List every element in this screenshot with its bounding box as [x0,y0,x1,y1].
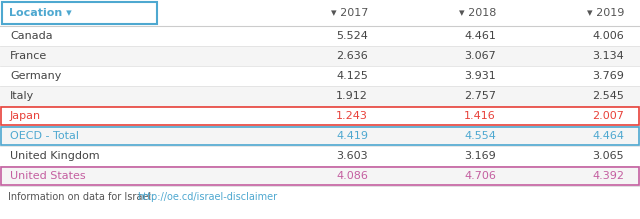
Text: 1.416: 1.416 [464,111,496,121]
Text: United Kingdom: United Kingdom [10,151,100,161]
Text: 3.067: 3.067 [464,51,496,61]
Text: Canada: Canada [10,31,52,41]
Text: United States: United States [10,171,86,181]
Text: 3.169: 3.169 [464,151,496,161]
Text: 2.757: 2.757 [464,91,496,101]
Bar [0,26,640,46]
Text: ▾ 2019: ▾ 2019 [587,8,624,18]
Text: 2.007: 2.007 [592,111,624,121]
Text: 4.006: 4.006 [592,31,624,41]
Text: Location ▾: Location ▾ [9,8,72,18]
Text: Information on data for Israel:: Information on data for Israel: [8,192,157,202]
Text: 4.392: 4.392 [592,171,624,181]
Text: ▾ 2018: ▾ 2018 [459,8,496,18]
Bar [0,146,640,166]
Text: Italy: Italy [10,91,35,101]
Text: Japan: Japan [10,111,41,121]
Bar [0,46,640,66]
Bar [0,166,640,186]
Text: 4.125: 4.125 [336,71,368,81]
Text: 3.603: 3.603 [337,151,368,161]
Text: ▾ 2017: ▾ 2017 [331,8,368,18]
Text: 3.065: 3.065 [593,151,624,161]
Text: 4.461: 4.461 [464,31,496,41]
Text: 1.243: 1.243 [336,111,368,121]
Text: 3.134: 3.134 [592,51,624,61]
Bar [1,167,639,185]
Text: 4.419: 4.419 [336,131,368,141]
Text: 1.912: 1.912 [336,91,368,101]
Text: OECD - Total: OECD - Total [10,131,79,141]
Bar [1,107,639,125]
Bar [0,66,640,86]
Text: Germany: Germany [10,71,61,81]
Bar [0,106,640,126]
Text: 2.636: 2.636 [336,51,368,61]
Bar [0,0,640,26]
Bar [0,126,640,146]
Bar [2,2,157,24]
Text: 4.464: 4.464 [592,131,624,141]
Bar [0,86,640,106]
Text: http://oe.cd/israel-disclaimer: http://oe.cd/israel-disclaimer [138,192,278,202]
Text: 5.524: 5.524 [336,31,368,41]
Text: 3.931: 3.931 [464,71,496,81]
Text: 2.545: 2.545 [592,91,624,101]
Bar [1,127,639,145]
Text: 3.769: 3.769 [592,71,624,81]
Text: France: France [10,51,47,61]
Text: 4.086: 4.086 [336,171,368,181]
Text: 4.554: 4.554 [464,131,496,141]
Text: 4.706: 4.706 [464,171,496,181]
